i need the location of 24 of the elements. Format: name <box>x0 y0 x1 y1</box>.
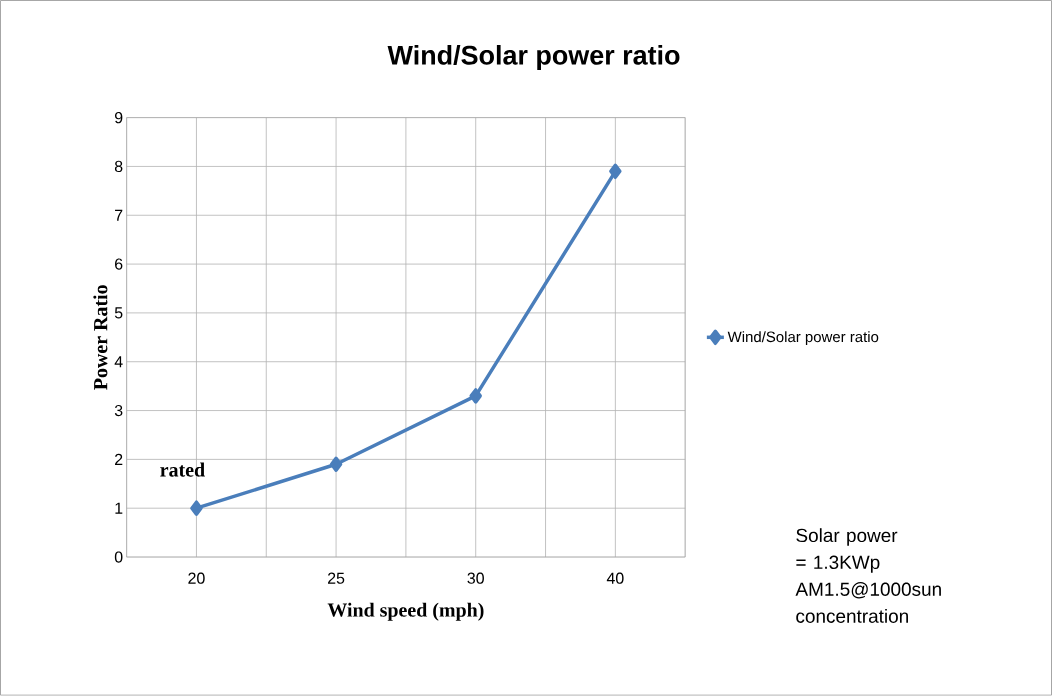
x-tick-label: 20 <box>188 572 205 585</box>
y-tick-label: 9 <box>114 112 123 124</box>
y-tick-label: 3 <box>114 405 123 417</box>
point <box>609 163 622 180</box>
y-axis-title: Power Ratio <box>93 285 108 391</box>
y-tick-label: 0 <box>114 551 123 563</box>
y-tick-label: 8 <box>114 160 123 173</box>
point <box>469 388 482 404</box>
x-tick-label: 40 <box>606 572 624 585</box>
text: Solar power = 1.3KWp AM1.5@1000sun concentration <box>795 528 941 624</box>
annotation: rated <box>160 462 205 477</box>
y-tick-label: 7 <box>115 209 123 221</box>
y-tick-label: 5 <box>114 307 123 319</box>
point <box>329 456 343 473</box>
x-tick-label: 25 <box>328 572 345 585</box>
x-tick-label: 30 <box>467 572 484 585</box>
chart-title: Wind/Solar power ratio <box>387 45 680 71</box>
y-tick-label: 6 <box>115 258 123 270</box>
x-axis-title: Wind speed (mph) <box>327 602 484 621</box>
point <box>190 500 203 517</box>
y-tick-label: 4 <box>114 356 123 368</box>
y-tick-label: 2 <box>115 453 123 466</box>
y-tick-label: 1 <box>115 502 123 514</box>
legend-label: Wind/Solar power ratio <box>727 331 879 346</box>
